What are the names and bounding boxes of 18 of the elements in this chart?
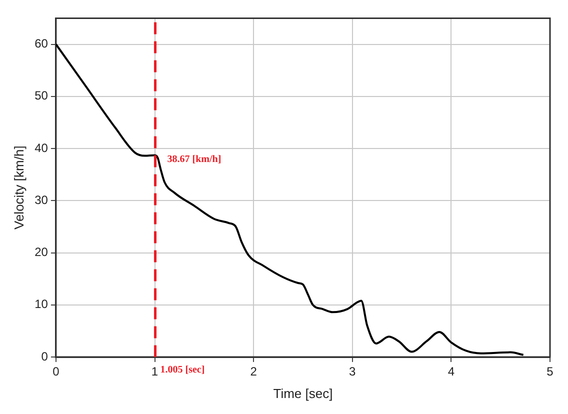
y-tick-label: 60 <box>34 36 48 51</box>
x-tick-label: 1 <box>151 364 158 379</box>
y-tick-label: 0 <box>41 349 48 364</box>
x-tick-label: 4 <box>448 364 455 379</box>
x-tick-label: 5 <box>546 364 554 379</box>
x-tick-label: 2 <box>250 364 258 379</box>
line-series <box>56 43 524 356</box>
y-tick-label: 10 <box>34 297 48 312</box>
x-tick-label: 0 <box>52 364 60 379</box>
y-tick-label: 30 <box>34 192 48 207</box>
y-axis-title: Velocity [km/h] <box>11 146 26 230</box>
x-tick-label: 3 <box>349 364 356 379</box>
y-tick-label: 50 <box>34 88 48 103</box>
y-tick-label: 20 <box>34 245 48 260</box>
y-tick-label: 40 <box>34 140 48 155</box>
x-axis-title: Time [sec] <box>273 386 333 401</box>
annotation: 38.67 [km/h] <box>167 154 222 166</box>
ref-line-label: 1.005 [sec] <box>160 364 205 376</box>
